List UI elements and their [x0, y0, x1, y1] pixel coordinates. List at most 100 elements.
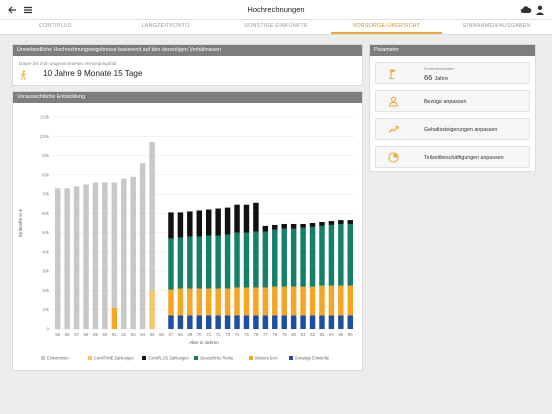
x-tick-label: 80	[291, 332, 296, 337]
bar-segment	[338, 220, 344, 224]
bar-segment	[187, 288, 193, 316]
bar-segment	[83, 184, 89, 329]
bar-segment	[111, 307, 118, 329]
bar-segment	[168, 238, 174, 290]
x-tick-label: 74	[235, 332, 240, 337]
bar-segment	[319, 285, 325, 316]
bar-segment	[177, 315, 184, 329]
x-tick-label: 70	[197, 332, 202, 337]
bar-segment	[300, 286, 306, 316]
bar-segment	[196, 315, 203, 329]
bar-segment	[73, 186, 80, 329]
bar-segment	[243, 315, 250, 329]
bar-segment	[205, 288, 212, 316]
bar-segment	[347, 315, 354, 329]
x-tick-label: 76	[254, 332, 259, 337]
adjust-part-time-button[interactable]: Teilzeitbeschäftigungen anpassen	[375, 146, 530, 168]
bar-segment	[262, 315, 269, 329]
bar-segment	[262, 287, 269, 316]
bar-segment	[309, 286, 316, 316]
person-icon	[388, 96, 399, 107]
development-card: Voraussichtliche Entwicklung 0 10k 20k 30k 4…	[12, 91, 363, 371]
tab-contiplus[interactable]: CONTIPLUS	[38, 23, 72, 29]
retirement-age-label: Renteneintrittsalter	[424, 67, 455, 71]
development-header: Voraussichtliche Entwicklung	[13, 92, 362, 103]
tab-einnahmen-ausgaben[interactable]: EINNAHMEN/AUSGABEN	[463, 23, 531, 29]
bar-segment	[281, 286, 287, 316]
bar-segment	[54, 188, 61, 329]
bar-segment	[102, 182, 108, 329]
x-tick-label: 69	[187, 332, 192, 337]
legend-swatch	[194, 356, 198, 360]
bar-segment	[328, 221, 335, 225]
bar-segment	[262, 225, 269, 232]
bar-segment	[234, 287, 240, 316]
x-tick-label: 77	[263, 332, 268, 337]
parameter-header: Parameter	[370, 45, 535, 56]
trend-icon	[388, 125, 399, 133]
bar-segment	[224, 234, 231, 289]
app-bar: Hochrechnungen	[0, 0, 552, 20]
retirement-age-item[interactable]: Renteneintrittsalter 66 Jahre	[375, 62, 530, 84]
bar-segment	[272, 229, 278, 287]
x-tick-label: 71	[206, 332, 211, 337]
bar-segment	[290, 223, 297, 229]
tab-langzeitkonto[interactable]: LANGZEITKONTO	[141, 23, 190, 29]
bar-segment	[290, 315, 297, 329]
x-tick-label: 82	[310, 332, 315, 337]
bar-segment	[253, 231, 259, 288]
adjust-earnings-button[interactable]: Bezüge anpassen	[375, 90, 530, 112]
summary-header: Unverbindliche Hochrechnungsergebnisse b…	[13, 45, 362, 56]
bar-segment	[338, 223, 344, 286]
x-tick-label: 83	[320, 332, 325, 337]
bar-segment	[319, 315, 325, 329]
menu-icon[interactable]	[22, 4, 34, 16]
back-icon[interactable]	[6, 4, 18, 16]
bar-segment	[121, 178, 127, 329]
x-tick-label: 81	[301, 332, 306, 337]
bar-segment	[196, 236, 203, 289]
x-tick-label: 72	[216, 332, 221, 337]
legend-swatch	[88, 356, 92, 360]
bar-segment	[253, 202, 259, 232]
legend-label: Einkommen	[47, 356, 69, 361]
tab-vorsorge-uebersicht[interactable]: VORSORGE-ÜBERSICHT	[331, 20, 442, 34]
cloud-icon[interactable]	[520, 4, 532, 16]
y-tick-label: 0	[47, 327, 50, 332]
tab-sonstige-einkuenfte[interactable]: SONSTIGE EINKÜNFTE	[244, 23, 308, 29]
bar-segment	[290, 286, 297, 316]
adjust-part-time-label: Teilzeitbeschäftigungen anpassen	[424, 155, 504, 161]
bar-segment	[272, 315, 278, 329]
bar-segment	[309, 315, 316, 329]
summary-card: Unverbindliche Hochrechnungsergebnisse b…	[12, 44, 363, 86]
x-tick-label: 68	[178, 332, 183, 337]
bar-segment	[215, 235, 221, 289]
legend-swatch	[41, 356, 45, 360]
y-tick-label: 90k	[42, 153, 50, 158]
bar-segment	[139, 163, 146, 329]
x-tick-label: 66	[159, 332, 164, 337]
bar-segment	[347, 285, 354, 316]
legend-label: Sonstige Einkünfte	[295, 356, 330, 361]
page-title: Hochrechnungen	[247, 5, 305, 14]
account-icon[interactable]	[534, 4, 546, 16]
bar-segment	[347, 223, 354, 286]
tab-bar: CONTIPLUS LANGZEITKONTO SONSTIGE EINKÜNF…	[0, 20, 552, 35]
y-tick-label: 50k	[42, 230, 50, 235]
adjust-salary-increase-button[interactable]: Gehaltssteigerungen anpassen	[375, 118, 530, 140]
flag-icon	[389, 69, 397, 79]
bar-segment	[300, 227, 306, 287]
bar-segment	[92, 182, 99, 329]
bar-segment	[234, 315, 240, 329]
x-tick-label: 63	[131, 332, 136, 337]
bar-segment	[224, 315, 231, 329]
bar-segment	[196, 288, 203, 316]
y-tick-label: 60k	[42, 211, 50, 216]
x-tick-label: 73	[225, 332, 230, 337]
bar-segment	[253, 315, 259, 329]
bar-segment	[187, 236, 193, 289]
bar-segment	[328, 285, 335, 316]
bar-segment	[281, 228, 287, 287]
bar-segment	[243, 287, 250, 316]
bar-segment	[234, 232, 240, 288]
